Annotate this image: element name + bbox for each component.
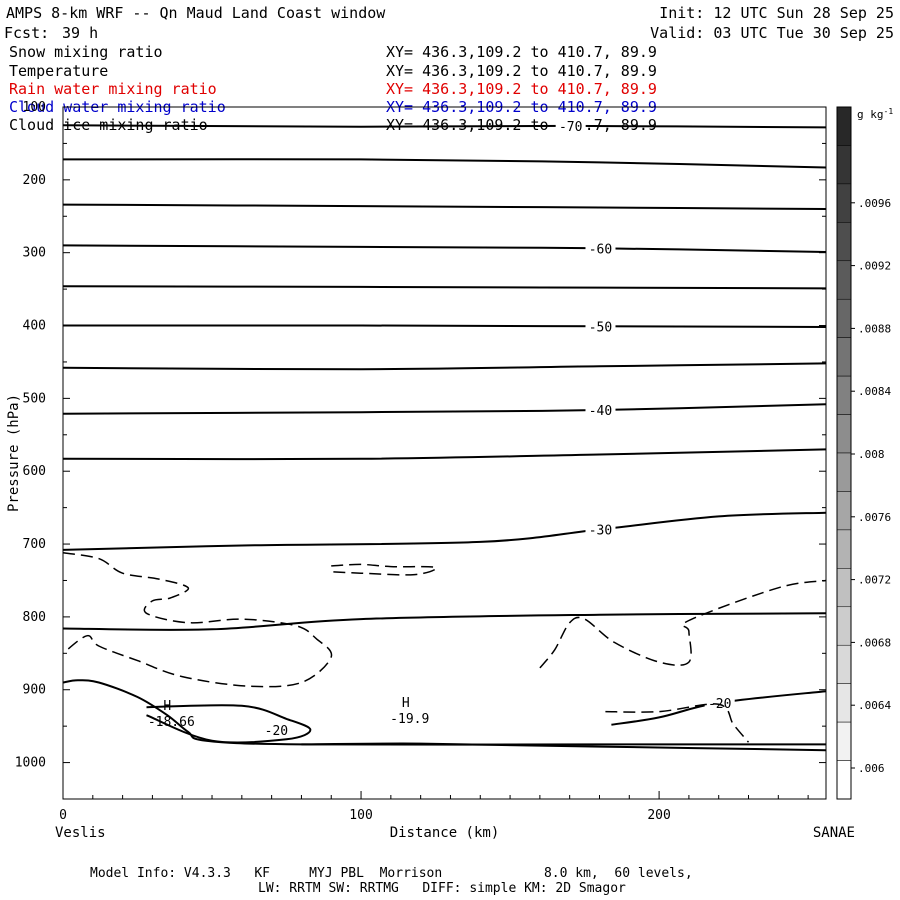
contour-label-bg <box>585 241 616 256</box>
field-xy: XY= 436.3,109.2 to 410.7, 89.9 <box>386 62 657 80</box>
valid-time: Valid: 03 UTC Tue 30 Sep 25 <box>650 24 894 42</box>
colorbar-segment <box>836 529 852 569</box>
colorbar-segment <box>836 298 852 338</box>
chart-title: AMPS 8-km WRF -- Qn Maud Land Coast wind… <box>6 4 386 22</box>
forecast-value: 39 h <box>62 24 99 42</box>
temperature-contour <box>62 285 827 290</box>
high-marker: H <box>402 696 410 711</box>
colorbar-tick-label: .0096 <box>858 197 891 210</box>
forecast-label: Fcst: <box>4 24 50 42</box>
temperature-contour-label: -50 <box>589 320 612 335</box>
colorbar-tick-label: .0072 <box>858 574 891 587</box>
field-name: Snow mixing ratio <box>9 43 163 61</box>
temperature-contour-label: -20 <box>265 724 288 739</box>
x-tick-label: 200 <box>647 808 670 823</box>
contour-label-bg <box>585 522 616 537</box>
temperature-contour <box>62 362 827 371</box>
temperature-contour <box>62 511 827 551</box>
colorbar-segment <box>836 106 852 146</box>
field-xy: XY= 436.3,109.2 to 410.7, 89.9 <box>386 43 657 61</box>
temperature-contour <box>62 612 827 631</box>
plot-frame <box>62 106 827 800</box>
colorbar-segment <box>836 683 852 723</box>
colorbar-segment <box>836 491 852 531</box>
colorbar-segment <box>836 337 852 377</box>
y-tick-label: 400 <box>23 319 46 334</box>
y-tick-label: 300 <box>23 246 46 261</box>
x-axis-label: Distance (km) <box>390 825 500 841</box>
temperature-contour <box>62 158 827 169</box>
colorbar-segment <box>836 644 852 684</box>
colorbar-segment <box>836 222 852 262</box>
colorbar-segment <box>836 145 852 185</box>
right-endpoint-label: SANAE <box>813 825 855 841</box>
y-tick-label: 200 <box>23 173 46 188</box>
contour-label-bg <box>704 695 735 710</box>
high-value-label: -18.66 <box>148 715 195 730</box>
colorbar-segment <box>836 414 852 454</box>
x-tick-label: 100 <box>349 808 372 823</box>
colorbar-tick-label: .008 <box>858 448 885 461</box>
cloud-ice-contour <box>539 579 827 669</box>
y-tick-label: 1000 <box>15 756 46 771</box>
y-tick-label: 900 <box>23 683 46 698</box>
y-axis-label: Pressure (hPa) <box>6 394 22 512</box>
y-tick-label: 800 <box>23 610 46 625</box>
field-xy: XY= 436.3,109.2 to 410.7, 89.9 <box>386 80 657 98</box>
temperature-contour <box>62 124 827 129</box>
colorbar-tick-label: .0068 <box>858 636 891 649</box>
colorbar-tick-label: .0084 <box>858 385 891 398</box>
contour-label-bg <box>555 118 586 133</box>
colorbar-segment <box>836 375 852 415</box>
temperature-contour <box>62 679 826 746</box>
temperature-contour-label: -60 <box>589 242 612 257</box>
y-tick-label: 500 <box>23 391 46 406</box>
contour-label-bg <box>585 319 616 334</box>
temperature-contour <box>62 203 827 210</box>
temperature-contour <box>62 448 827 461</box>
high-marker: H <box>163 699 171 714</box>
temperature-contour-label: -30 <box>589 523 612 538</box>
temperature-contour-label: -70 <box>559 120 582 135</box>
colorbar-tick-label: .0076 <box>858 511 891 524</box>
colorbar-segment <box>836 721 852 761</box>
colorbar-unit-exponent: -1 <box>884 107 894 116</box>
temperature-contour <box>62 403 827 415</box>
temperature-contour-label: -40 <box>589 404 612 419</box>
cloud-ice-contour <box>605 703 750 743</box>
temperature-contour <box>301 742 827 752</box>
colorbar-segment <box>836 606 852 646</box>
colorbar-frame <box>836 106 852 800</box>
temperature-contour <box>62 324 827 328</box>
cloud-ice-contour <box>62 552 333 688</box>
footer-model-info: Model Info: V4.3.3 KF MYJ PBL Morrison 8… <box>90 866 693 881</box>
y-tick-label: 600 <box>23 464 46 479</box>
colorbar-segment <box>836 260 852 300</box>
colorbar-segment <box>836 568 852 608</box>
contour-label-bg <box>585 403 616 418</box>
field-name: Rain water mixing ratio <box>9 80 217 98</box>
high-value-label: -19.9 <box>390 712 429 727</box>
init-time: Init: 12 UTC Sun 28 Sep 25 <box>659 4 894 22</box>
temperature-contour <box>62 244 827 253</box>
x-tick-label: 0 <box>59 808 67 823</box>
field-name: Temperature <box>9 62 109 80</box>
temperature-contour <box>611 690 827 726</box>
colorbar-segment <box>836 452 852 492</box>
colorbar-segment <box>836 760 852 800</box>
footer-model-config: LW: RRTM SW: RRTMG DIFF: simple KM: 2D S… <box>258 881 626 896</box>
cloud-ice-contour <box>331 563 438 576</box>
contour-label-bg <box>261 722 292 737</box>
colorbar-tick-label: .0088 <box>858 322 891 335</box>
y-tick-label: 700 <box>23 537 46 552</box>
colorbar-tick-label: .0092 <box>858 260 891 273</box>
left-endpoint-label: Veslis <box>55 825 106 841</box>
colorbar-tick-label: .0064 <box>858 699 891 712</box>
colorbar-unit: g kg-1 <box>857 107 893 121</box>
y-tick-label: 100 <box>23 100 46 115</box>
colorbar-segment <box>836 183 852 223</box>
colorbar-tick-label: .006 <box>858 762 885 775</box>
